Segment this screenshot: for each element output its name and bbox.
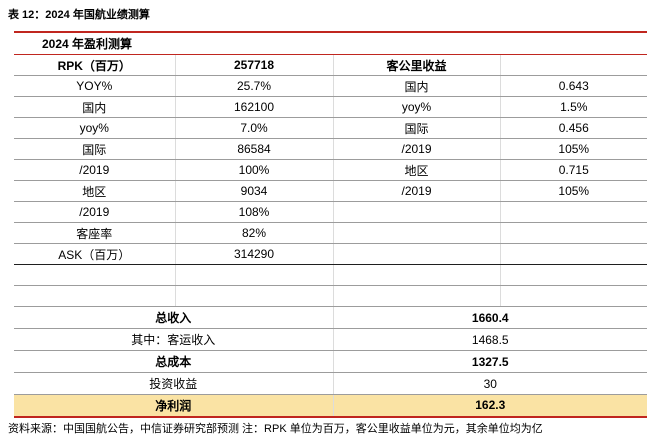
row-value: 30 bbox=[333, 372, 648, 395]
table-cell: /2019 bbox=[333, 180, 501, 202]
table-cell bbox=[333, 201, 501, 223]
table-cell bbox=[500, 243, 648, 265]
table-cell: 100% bbox=[175, 159, 334, 181]
table-cell: 105% bbox=[500, 138, 648, 160]
table-cell: yoy% bbox=[14, 117, 176, 139]
row-value: 1660.4 bbox=[333, 306, 648, 329]
table-cell: /2019 bbox=[333, 138, 501, 160]
row-value: 162.3 bbox=[333, 394, 648, 418]
table-row: /2019 108% bbox=[14, 201, 648, 223]
table-row: YOY% 25.7% 国内 0.643 bbox=[14, 75, 648, 97]
table-cell: ASK（百万） bbox=[14, 243, 176, 265]
empty-row bbox=[14, 285, 648, 307]
table-row: yoy% 7.0% 国际 0.456 bbox=[14, 117, 648, 139]
table-cell bbox=[500, 264, 648, 286]
row-value: 1327.5 bbox=[333, 350, 648, 373]
profit-forecast-table: 2024 年盈利测算 RPK（百万） 257718 客公里收益 YOY% 25.7% 国内… bbox=[14, 31, 648, 418]
table-cell: /2019 bbox=[14, 201, 176, 223]
table-cell: 国内 bbox=[14, 96, 176, 118]
table-cell: 客公里收益 bbox=[333, 54, 501, 76]
table-row: 国际 86584/2019 105% bbox=[14, 138, 648, 160]
table-row: 地区 9034/2019 105% bbox=[14, 180, 648, 202]
table-cell bbox=[175, 285, 334, 307]
table-row: RPK（百万） 257718 客公里收益 bbox=[14, 54, 648, 76]
lower-table-body: 总收入 1660.4 其中：客运收入 1468.5 总成本 1327.5 投资收益 30 净利润… bbox=[14, 306, 648, 418]
table-cell bbox=[333, 243, 501, 265]
row-label: 其中：客运收入 bbox=[14, 328, 334, 351]
table-cell bbox=[500, 222, 648, 244]
table-cell: 国际 bbox=[333, 117, 501, 139]
table-cell bbox=[333, 264, 501, 286]
table-cell: 7.0% bbox=[175, 117, 334, 139]
table-cell: 108% bbox=[175, 201, 334, 223]
source-note: 资料来源：中国国航公告，中信证券研究部预测 注：RPK 单位为百万，客公里收益单… bbox=[8, 423, 543, 435]
table-cell: 9034 bbox=[175, 180, 334, 202]
table-cell: 82% bbox=[175, 222, 334, 244]
table-cell: 257718 bbox=[175, 54, 334, 76]
table-cell bbox=[14, 264, 176, 286]
table-row: 投资收益 30 bbox=[14, 372, 648, 395]
row-label: 总成本 bbox=[14, 350, 334, 373]
table-cell bbox=[500, 54, 648, 76]
row-value: 1468.5 bbox=[333, 328, 648, 351]
table-cell bbox=[500, 285, 648, 307]
table-cell: RPK（百万） bbox=[14, 54, 176, 76]
table-row: 客座率 82% bbox=[14, 222, 648, 244]
table-cell: 25.7% bbox=[175, 75, 334, 97]
table-header-row: 2024 年盈利测算 bbox=[14, 32, 648, 55]
row-label: 投资收益 bbox=[14, 372, 334, 395]
table-cell: 国内 bbox=[333, 75, 501, 97]
table-row: 国内 162100 yoy% 1.5% bbox=[14, 96, 648, 118]
table-cell: YOY% bbox=[14, 75, 176, 97]
table-cell: 314290 bbox=[175, 243, 334, 265]
table-cell: 客座率 bbox=[14, 222, 176, 244]
table-header: 2024 年盈利测算 bbox=[14, 32, 648, 55]
table-cell: 105% bbox=[500, 180, 648, 202]
table-cell: 地区 bbox=[14, 180, 176, 202]
table-row: ASK（百万） 314290 bbox=[14, 243, 648, 265]
table-cell: 0.456 bbox=[500, 117, 648, 139]
table-cell: 0.715 bbox=[500, 159, 648, 181]
row-label: 净利润 bbox=[14, 394, 334, 418]
table-cell: 162100 bbox=[175, 96, 334, 118]
table-cell: /2019 bbox=[14, 159, 176, 181]
table-row: 净利润 162.3 bbox=[14, 394, 648, 418]
table-cell: 地区 bbox=[333, 159, 501, 181]
table-cell: yoy% bbox=[333, 96, 501, 118]
table-row: 总收入 1660.4 bbox=[14, 306, 648, 329]
table-cell: 0.643 bbox=[500, 75, 648, 97]
table-caption: 表 12：2024 年国航业绩测算 bbox=[8, 9, 150, 21]
upper-table-body: RPK（百万） 257718 客公里收益 YOY% 25.7% 国内 0.643 国内 1621… bbox=[14, 54, 648, 307]
table-cell bbox=[14, 285, 176, 307]
table-row: 总成本 1327.5 bbox=[14, 350, 648, 373]
row-label: 总收入 bbox=[14, 306, 334, 329]
table-cell bbox=[333, 222, 501, 244]
table-row: 其中：客运收入 1468.5 bbox=[14, 328, 648, 351]
table-cell bbox=[500, 201, 648, 223]
table-cell: 国际 bbox=[14, 138, 176, 160]
table-cell: 1.5% bbox=[500, 96, 648, 118]
table-cell: 86584 bbox=[175, 138, 334, 160]
table-cell bbox=[333, 285, 501, 307]
table-cell bbox=[175, 264, 334, 286]
table-row: /2019 100% 地区 0.715 bbox=[14, 159, 648, 181]
empty-row bbox=[14, 264, 648, 286]
